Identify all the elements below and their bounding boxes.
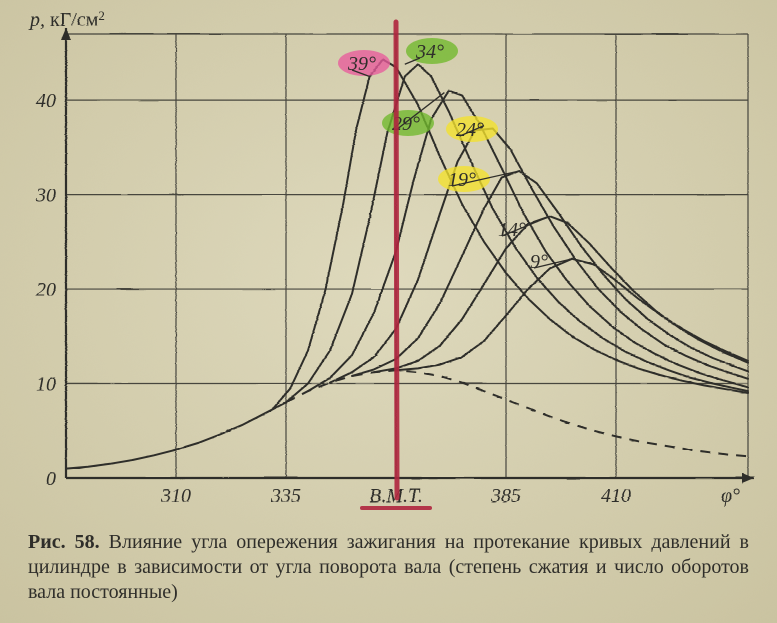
figure-label: Рис. 58. xyxy=(28,531,100,553)
svg-text:410: 410 xyxy=(601,485,631,507)
axes xyxy=(61,28,754,483)
label-9deg: 9° xyxy=(530,251,548,273)
label-19deg: 19° xyxy=(448,169,476,191)
curve-29deg xyxy=(308,91,748,391)
figure-caption: Рис. 58. Влияние угла опережения зажиган… xyxy=(28,530,749,605)
svg-text:385: 385 xyxy=(490,485,521,507)
tick-labels: 010203040p, кГ/см2310335385410В.М.Т.φ° xyxy=(28,8,740,507)
label-39deg: 39° xyxy=(347,53,376,75)
label-14deg: 14° xyxy=(498,219,526,241)
x-axis-label: φ° xyxy=(721,485,740,507)
svg-text:20: 20 xyxy=(36,279,56,301)
hand-annotations xyxy=(362,22,430,508)
svg-text:10: 10 xyxy=(36,374,56,396)
tdc-vertical-mark xyxy=(396,22,397,498)
curve-19deg xyxy=(352,171,748,376)
svg-text:335: 335 xyxy=(270,485,301,507)
y-axis-label: p, кГ/см2 xyxy=(28,8,105,31)
label-34deg: 34° xyxy=(415,41,444,63)
svg-text:0: 0 xyxy=(46,468,56,490)
svg-text:40: 40 xyxy=(36,90,56,112)
grid xyxy=(66,34,748,478)
svg-text:30: 30 xyxy=(35,185,56,207)
label-24deg: 24° xyxy=(456,119,484,141)
figure-caption-text: Влияние угла опережения зажигания на про… xyxy=(28,531,749,603)
svg-text:310: 310 xyxy=(160,485,191,507)
